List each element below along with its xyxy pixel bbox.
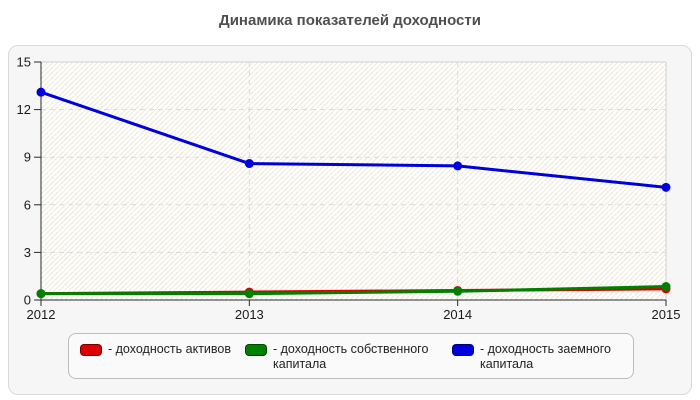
svg-text:2014: 2014 [443, 307, 472, 322]
legend-swatch-equity-green [245, 344, 267, 356]
legend-swatch-borrowed-blue [452, 344, 474, 356]
svg-text:6: 6 [24, 197, 31, 212]
svg-text:9: 9 [24, 150, 31, 165]
series-доходность-заемного-капитала [36, 87, 671, 192]
svg-text:12: 12 [17, 102, 31, 117]
svg-text:2013: 2013 [235, 307, 264, 322]
chart-panel: 0 3 6 9 12 15 2012 2013 2014 2015 - доходность ак… [8, 45, 692, 395]
svg-text:15: 15 [17, 55, 31, 70]
legend-label-borrowed: - доходность заемного капитала [480, 342, 611, 371]
legend-swatch-assets-red [80, 344, 102, 356]
svg-text:0: 0 [24, 293, 31, 308]
svg-text:3: 3 [24, 245, 31, 260]
svg-text:2015: 2015 [652, 307, 681, 322]
legend-item-borrowed: - доходность заемного капитала [452, 342, 632, 372]
legend-label-equity: - доходность собственного капитала [273, 342, 429, 371]
chart-legend: - доходность активов - доходность собств… [68, 333, 634, 379]
series-доходность-собственного-капитала [36, 282, 671, 299]
legend-item-equity: - доходность собственного капитала [245, 342, 452, 372]
profitability-line-chart: 0 3 6 9 12 15 2012 2013 2014 2015 [17, 55, 681, 323]
chart-title: Динамика показателей доходности [219, 12, 481, 29]
legend-label-assets: - доходность активов [108, 342, 231, 356]
svg-text:2012: 2012 [27, 307, 56, 322]
legend-item-assets: - доходность активов [80, 342, 245, 357]
